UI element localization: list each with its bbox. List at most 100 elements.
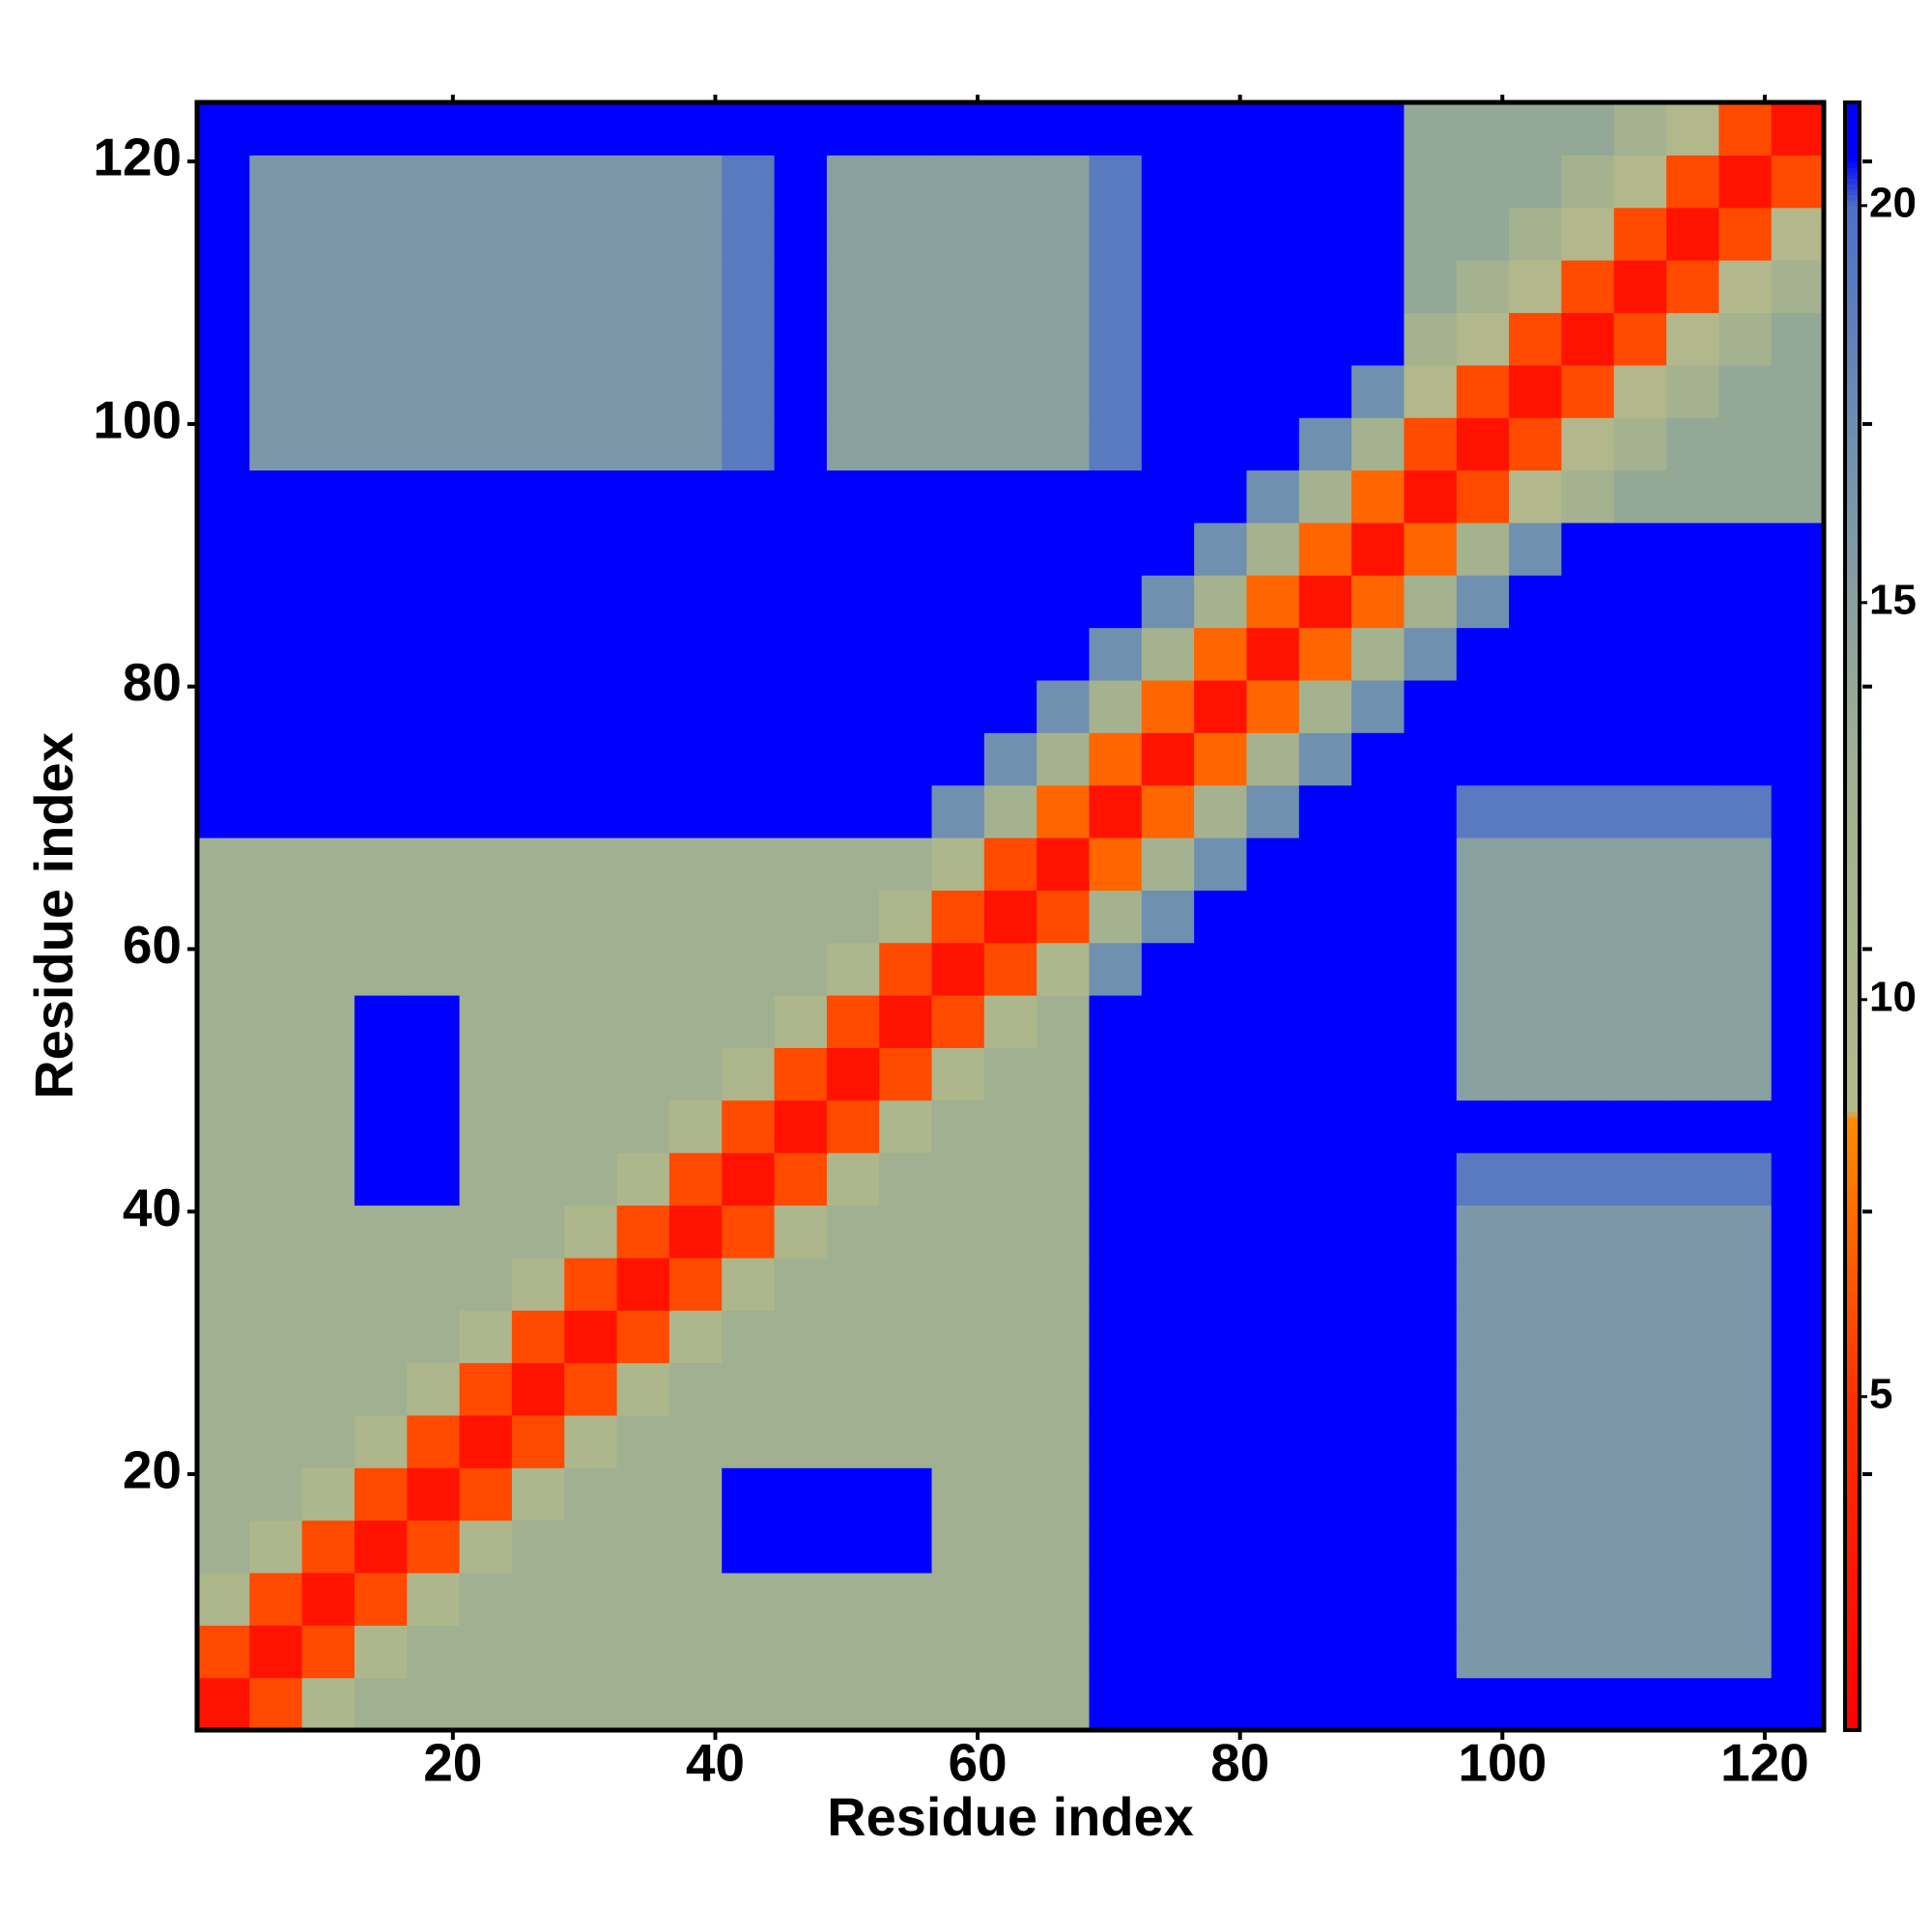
heatmap-cell xyxy=(1404,417,1458,471)
heatmap-cell xyxy=(354,1677,408,1731)
colorbar-step xyxy=(1845,314,1860,321)
colorbar-step xyxy=(1845,379,1860,385)
heatmap-cell xyxy=(564,1257,618,1311)
heatmap-cell xyxy=(197,679,250,733)
colorbar-step xyxy=(1845,1019,1860,1026)
heatmap-cell xyxy=(1509,1677,1562,1731)
heatmap-cell xyxy=(301,522,355,576)
heatmap-cell xyxy=(668,942,723,996)
colorbar-step xyxy=(1845,688,1860,695)
heatmap-cell xyxy=(1666,1152,1719,1207)
heatmap-cell xyxy=(983,942,1037,996)
heatmap-cell xyxy=(1719,260,1773,314)
heatmap-cell xyxy=(1351,837,1406,891)
colorbar-step xyxy=(1845,1160,1860,1167)
heatmap-cell xyxy=(879,1625,933,1679)
heatmap-cell xyxy=(826,837,880,891)
heatmap-cell xyxy=(1666,784,1719,838)
heatmap-cell xyxy=(826,995,880,1048)
heatmap-cell xyxy=(1666,1310,1719,1364)
heatmap-cell xyxy=(1666,102,1719,156)
heatmap-cell xyxy=(983,890,1037,944)
colorbar-step xyxy=(1845,1063,1860,1069)
heatmap-cell xyxy=(826,1310,880,1364)
heatmap-cell xyxy=(879,575,933,629)
colorbar-step xyxy=(1845,607,1860,613)
heatmap-cell xyxy=(1771,312,1825,366)
heatmap-cell xyxy=(1719,1310,1773,1364)
heatmap-cell xyxy=(1194,942,1248,996)
colorbar-step xyxy=(1845,563,1860,570)
heatmap-cell xyxy=(774,1205,828,1259)
heatmap-cell xyxy=(511,1205,565,1259)
heatmap-cell xyxy=(1771,469,1825,524)
heatmap-cell xyxy=(407,890,461,944)
heatmap-cell xyxy=(1351,364,1406,418)
colorbar-step xyxy=(1845,617,1860,624)
colorbar-step xyxy=(1845,1345,1860,1351)
heatmap-cell xyxy=(301,575,355,629)
colorbar-step xyxy=(1845,1708,1860,1715)
heatmap-cell xyxy=(879,837,933,891)
heatmap-cell xyxy=(301,837,355,891)
heatmap-cell xyxy=(1351,1677,1406,1731)
heatmap-cell xyxy=(354,627,408,681)
colorbar-step xyxy=(1845,487,1860,494)
heatmap-cell xyxy=(1666,732,1719,786)
heatmap-cell xyxy=(616,890,670,944)
heatmap-cell xyxy=(879,1205,933,1259)
heatmap-cell xyxy=(774,155,828,209)
heatmap-cell xyxy=(1561,942,1615,996)
colorbar-tick-label: 20 xyxy=(1869,179,1917,226)
heatmap-cell xyxy=(1613,1625,1667,1679)
colorbar-step xyxy=(1845,1643,1860,1650)
heatmap-cell xyxy=(1089,1099,1143,1153)
heatmap-cell xyxy=(931,312,985,366)
colorbar-step xyxy=(1845,335,1860,342)
heatmap-cell xyxy=(564,1625,618,1679)
heatmap-cell xyxy=(1037,1047,1091,1101)
heatmap-cell xyxy=(1456,890,1510,944)
heatmap-cell xyxy=(1246,102,1300,156)
heatmap-cell xyxy=(1141,1520,1195,1574)
heatmap-cell xyxy=(1246,260,1300,314)
heatmap-cell xyxy=(1456,1310,1510,1364)
heatmap-cell xyxy=(564,207,618,261)
heatmap-cell xyxy=(1509,837,1562,891)
colorbar-step xyxy=(1845,970,1860,977)
heatmap-cell xyxy=(826,1047,880,1101)
colorbar-step xyxy=(1845,1475,1860,1482)
heatmap-cell xyxy=(564,1414,618,1468)
heatmap-cell xyxy=(197,732,250,786)
colorbar-step xyxy=(1845,1073,1860,1080)
heatmap-cell xyxy=(564,1152,618,1207)
heatmap-cell xyxy=(564,1520,618,1574)
heatmap-cell xyxy=(879,627,933,681)
heatmap-cell xyxy=(983,1257,1037,1311)
heatmap-cell xyxy=(1298,417,1352,471)
colorbar-step xyxy=(1845,1627,1860,1634)
heatmap-cell xyxy=(1404,155,1458,209)
heatmap-cell xyxy=(879,732,933,786)
heatmap-cell xyxy=(1719,1677,1773,1731)
heatmap-cell xyxy=(354,364,408,418)
heatmap-cell xyxy=(983,417,1037,471)
colorbar-step xyxy=(1845,1208,1860,1215)
colorbar-step xyxy=(1845,1322,1860,1329)
heatmap-cell xyxy=(354,1205,408,1259)
heatmap-cell xyxy=(1246,995,1300,1048)
heatmap-cell xyxy=(931,942,985,996)
colorbar-step xyxy=(1845,113,1860,120)
heatmap-cell xyxy=(722,522,776,576)
heatmap-cell xyxy=(407,1572,461,1626)
heatmap-cell xyxy=(1089,155,1143,209)
heatmap-cell xyxy=(197,1520,250,1574)
heatmap-cell xyxy=(301,207,355,261)
colorbar-step xyxy=(1845,1024,1860,1031)
heatmap-cell xyxy=(616,102,670,156)
heatmap-cell xyxy=(197,1677,250,1731)
heatmap-cell xyxy=(616,732,670,786)
heatmap-cell xyxy=(931,575,985,629)
heatmap-cell xyxy=(1194,732,1248,786)
heatmap-cell xyxy=(249,1362,303,1416)
